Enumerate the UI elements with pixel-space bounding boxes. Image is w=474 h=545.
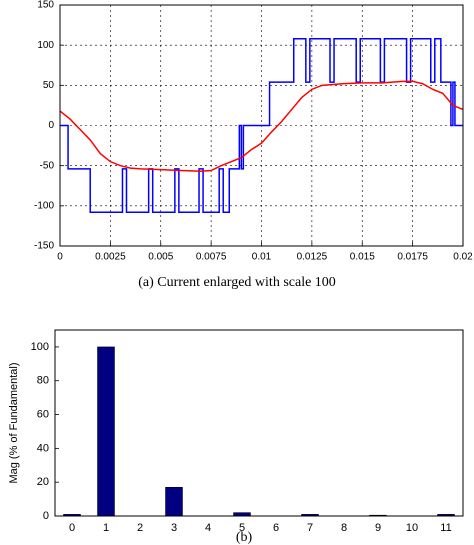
y-tick-label: -150 <box>34 241 54 252</box>
y-tick-label: -50 <box>40 160 55 171</box>
bar <box>233 512 251 517</box>
y-tick-label: 40 <box>37 442 49 454</box>
x-tick-label: 8 <box>341 522 347 534</box>
x-tick-label: 0.0175 <box>397 252 428 263</box>
plot-frame <box>59 4 464 247</box>
y-tick-label: 20 <box>37 476 49 488</box>
x-tick-label: 0.015 <box>350 252 375 263</box>
x-tick-label: 4 <box>205 522 211 534</box>
x-tick-label: 2 <box>137 522 143 534</box>
y-tick-label: 50 <box>43 80 55 91</box>
x-tick-label: 0.0075 <box>196 252 227 263</box>
y-tick-label: 100 <box>37 40 54 51</box>
series-line <box>59 80 464 173</box>
x-tick-label: 10 <box>406 522 418 534</box>
caption: (a) Current enlarged with scale 100 <box>138 275 336 290</box>
caption: (b) <box>236 530 253 545</box>
x-tick-label: 0.01 <box>252 252 272 263</box>
y-tick-label: 60 <box>37 408 49 420</box>
y-tick-label: 0 <box>43 510 49 522</box>
y-tick-label: -100 <box>34 200 54 211</box>
x-tick-label: 11 <box>440 522 451 534</box>
x-tick-label: 0.005 <box>148 252 173 263</box>
x-tick-label: 0 <box>69 522 75 534</box>
x-tick-label: 0 <box>57 252 63 263</box>
x-tick-label: 0.0025 <box>95 252 126 263</box>
x-tick-label: 0.02 <box>453 252 473 263</box>
series-line <box>60 37 463 214</box>
x-tick-label: 0.0125 <box>297 252 328 263</box>
bar <box>165 487 183 517</box>
y-tick-label: 80 <box>37 375 49 387</box>
y-tick-label: 0 <box>48 120 54 131</box>
x-tick-label: 6 <box>273 522 279 534</box>
x-tick-label: 1 <box>103 522 109 534</box>
y-axis-label: Mag (% of Fundamental) <box>8 362 20 483</box>
x-tick-label: 7 <box>307 522 313 534</box>
plot-frame <box>54 329 464 517</box>
y-tick-label: 150 <box>37 0 54 11</box>
x-tick-label: 5 <box>239 522 245 534</box>
bar <box>97 346 115 517</box>
x-tick-label: 3 <box>171 522 177 534</box>
x-tick-label: 9 <box>375 522 381 534</box>
y-tick-label: 100 <box>31 341 49 353</box>
